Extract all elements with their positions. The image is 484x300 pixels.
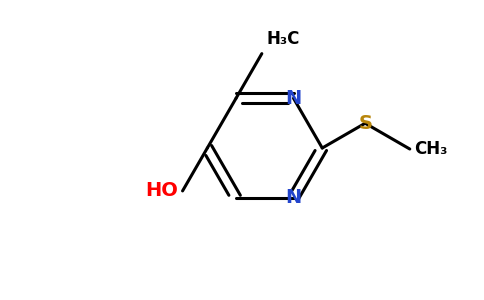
Text: HO: HO [146, 182, 179, 200]
Text: N: N [286, 89, 302, 108]
Text: N: N [286, 188, 302, 207]
Text: CH₃: CH₃ [414, 140, 447, 158]
Text: H₃C: H₃C [267, 30, 300, 48]
Text: S: S [358, 114, 372, 133]
